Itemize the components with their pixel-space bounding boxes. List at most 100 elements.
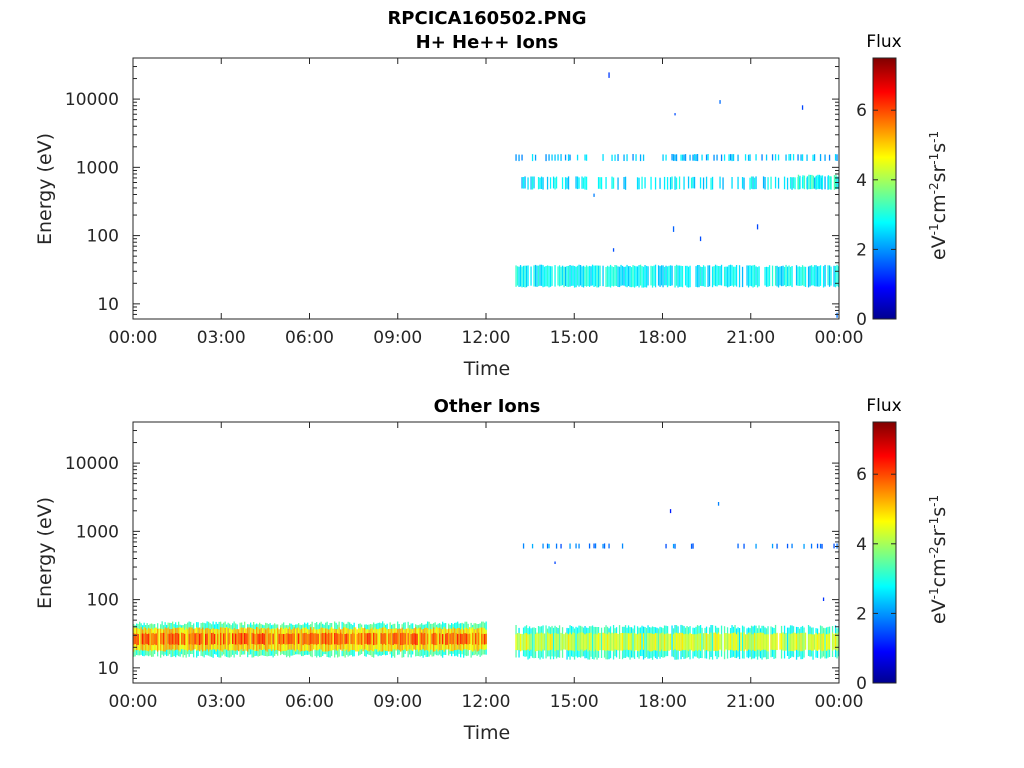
flux-cell xyxy=(149,628,151,650)
flux-cell xyxy=(620,633,622,651)
flux-cell xyxy=(472,632,474,645)
flux-cell xyxy=(362,628,364,652)
flux-cell xyxy=(774,265,777,286)
flux-cell xyxy=(813,265,816,287)
flux-cell xyxy=(205,633,207,645)
flux-cell xyxy=(699,236,702,242)
flux-cell xyxy=(575,626,577,657)
flux-cell xyxy=(217,633,219,645)
flux-cell xyxy=(811,174,813,190)
flux-cell xyxy=(819,265,822,286)
y-axis-label: Energy (eV) xyxy=(34,497,56,609)
flux-cell xyxy=(782,632,784,651)
x-tick-label: 18:00 xyxy=(638,328,687,348)
flux-cell xyxy=(590,632,592,651)
flux-cell xyxy=(591,264,594,286)
flux-cell xyxy=(830,176,832,190)
flux-cell xyxy=(134,633,136,645)
flux-cell xyxy=(181,632,183,645)
flux-cell xyxy=(728,265,730,287)
flux-cell xyxy=(780,266,783,287)
flux-cell xyxy=(603,633,606,651)
flux-cell xyxy=(301,628,303,652)
flux-cell xyxy=(576,176,579,190)
flux-cell xyxy=(519,265,522,287)
flux-cell xyxy=(753,632,756,651)
flux-cell xyxy=(662,154,664,161)
flux-cell xyxy=(440,628,442,651)
flux-cell xyxy=(253,633,255,644)
flux-cell xyxy=(657,265,660,286)
flux-cell xyxy=(563,266,565,288)
y-tick-label: 100 xyxy=(87,591,119,611)
flux-cell xyxy=(732,154,735,161)
flux-cell xyxy=(170,632,172,645)
flux-cell xyxy=(822,633,825,651)
flux-cell xyxy=(731,265,733,286)
flux-cell xyxy=(467,633,469,645)
flux-cell xyxy=(809,633,811,650)
flux-cell xyxy=(531,154,534,162)
flux-cell xyxy=(758,633,760,650)
flux-cell xyxy=(711,625,714,660)
flux-cell xyxy=(627,633,630,651)
flux-cell xyxy=(735,634,738,651)
flux-cell xyxy=(561,633,564,650)
colorbar-tick-label: 2 xyxy=(856,604,867,624)
flux-cell xyxy=(674,176,676,190)
flux-cell xyxy=(707,634,709,652)
flux-cell xyxy=(786,627,789,656)
colorbar-tick-label: 4 xyxy=(856,171,867,191)
flux-cell xyxy=(698,633,700,650)
flux-cell xyxy=(272,633,274,645)
x-tick-label: 03:00 xyxy=(197,692,246,712)
flux-cell xyxy=(533,265,535,287)
flux-cell xyxy=(597,177,600,189)
flux-cell xyxy=(740,632,742,651)
flux-cell xyxy=(807,266,810,288)
flux-cell xyxy=(448,628,450,650)
colorbar-tick-label: 0 xyxy=(856,310,867,330)
flux-cell xyxy=(827,634,829,650)
flux-cell xyxy=(424,633,426,645)
flux-cell xyxy=(684,265,687,286)
flux-cell xyxy=(618,266,621,288)
flux-cell xyxy=(251,632,253,644)
flux-cell xyxy=(564,177,567,190)
flux-cell xyxy=(668,633,670,651)
flux-cell xyxy=(624,632,627,651)
flux-cell xyxy=(555,176,558,189)
flux-cell xyxy=(534,634,537,652)
flux-cell xyxy=(549,266,552,287)
flux-cell xyxy=(199,633,201,645)
flux-cell xyxy=(274,629,276,651)
flux-cell xyxy=(376,633,378,645)
flux-cell xyxy=(711,266,714,288)
flux-cell xyxy=(812,175,815,189)
flux-cell xyxy=(737,154,739,162)
flux-cell xyxy=(810,634,813,651)
flux-cell xyxy=(719,266,721,286)
flux-cell xyxy=(687,176,690,189)
flux-cell xyxy=(175,633,177,645)
flux-cell xyxy=(358,632,360,645)
flux-cell xyxy=(191,632,193,645)
flux-cell xyxy=(410,634,412,645)
flux-cell xyxy=(795,633,798,650)
flux-cell xyxy=(605,267,607,287)
flux-cell xyxy=(160,633,162,644)
flux-cell xyxy=(815,633,817,651)
flux-cell xyxy=(454,628,456,651)
flux-cell xyxy=(749,265,751,286)
flux-cell xyxy=(609,264,612,288)
flux-cell xyxy=(684,633,687,650)
flux-cell xyxy=(765,154,768,161)
flux-cell xyxy=(415,633,417,645)
flux-cell xyxy=(275,628,277,650)
flux-cell xyxy=(430,629,432,650)
flux-cell xyxy=(719,176,721,189)
flux-cell xyxy=(818,266,820,287)
flux-cell xyxy=(803,266,805,287)
flux-cell xyxy=(669,177,672,190)
flux-cell xyxy=(350,633,352,645)
